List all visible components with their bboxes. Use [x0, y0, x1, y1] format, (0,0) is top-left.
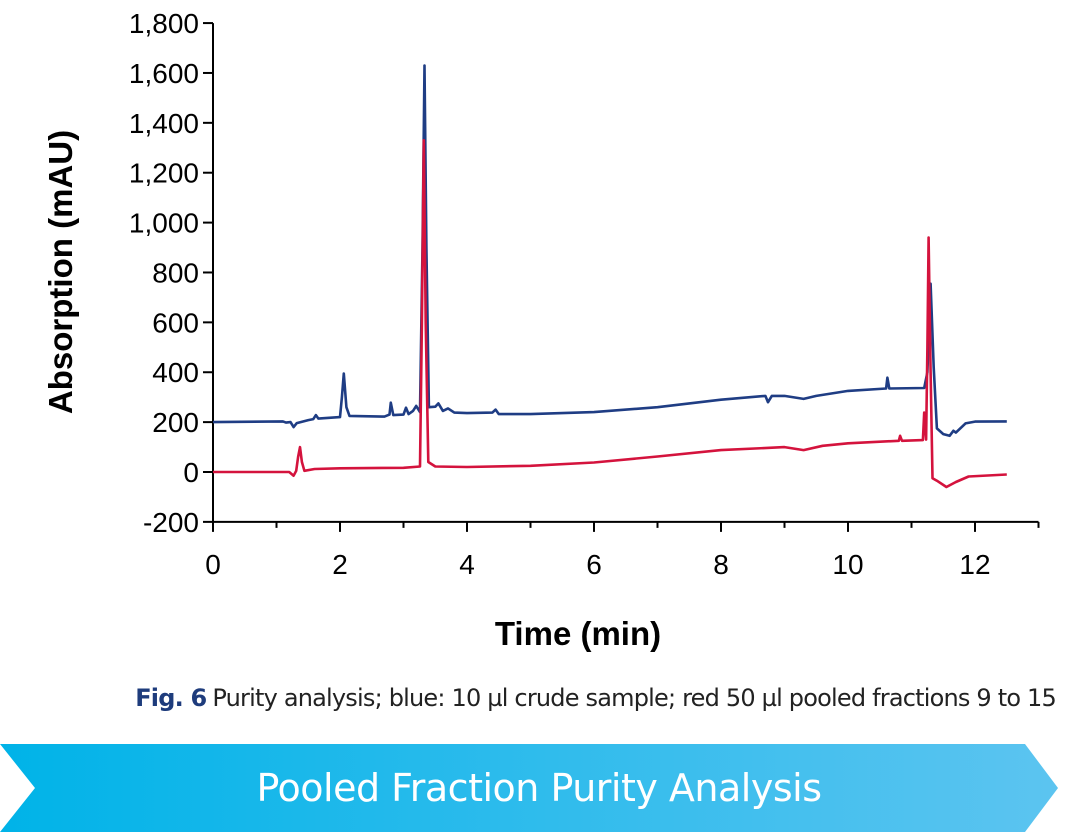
- series-line-blue: [212, 64, 1007, 438]
- y-tick-label: 1,200: [129, 158, 199, 189]
- figure-label: Fig. 6: [135, 684, 207, 712]
- figure-caption: Fig. 6 Purity analysis; blue: 10 µl crude…: [0, 684, 1078, 712]
- y-tick-label: 1,400: [129, 108, 199, 139]
- y-tick-label: 0: [183, 457, 199, 488]
- x-tick-label: 8: [713, 549, 729, 580]
- x-tick-label: 4: [459, 549, 475, 580]
- y-tick-label: 200: [152, 407, 199, 438]
- caption-text: Purity analysis; blue: 10 µl crude sampl…: [212, 684, 1056, 712]
- y-tick-label: -200: [143, 507, 199, 538]
- y-tick-label: 1,600: [129, 58, 199, 89]
- axes: -20002004006008001,0001,2001,4001,6001,8…: [129, 8, 1040, 580]
- banner-title: Pooled Fraction Purity Analysis: [256, 766, 822, 810]
- chromatogram-chart: -20002004006008001,0001,2001,4001,6001,8…: [42, 8, 1040, 652]
- y-tick-label: 1,000: [129, 208, 199, 239]
- banner-chevron: [0, 744, 1058, 832]
- y-tick-label: 400: [152, 357, 199, 388]
- y-axis-label: Absorption (mAU): [42, 130, 79, 414]
- x-axis-label: Time (min): [495, 615, 661, 652]
- y-tick-label: 1,800: [129, 8, 199, 39]
- x-tick-label: 0: [205, 549, 221, 580]
- x-tick-label: 10: [832, 549, 863, 580]
- y-tick-label: 800: [152, 257, 199, 288]
- x-tick-label: 6: [586, 549, 602, 580]
- y-tick-label: 600: [152, 307, 199, 338]
- series-line-red: [213, 139, 1007, 489]
- series-group: [212, 64, 1007, 489]
- x-tick-label: 12: [959, 549, 990, 580]
- x-tick-label: 2: [332, 549, 348, 580]
